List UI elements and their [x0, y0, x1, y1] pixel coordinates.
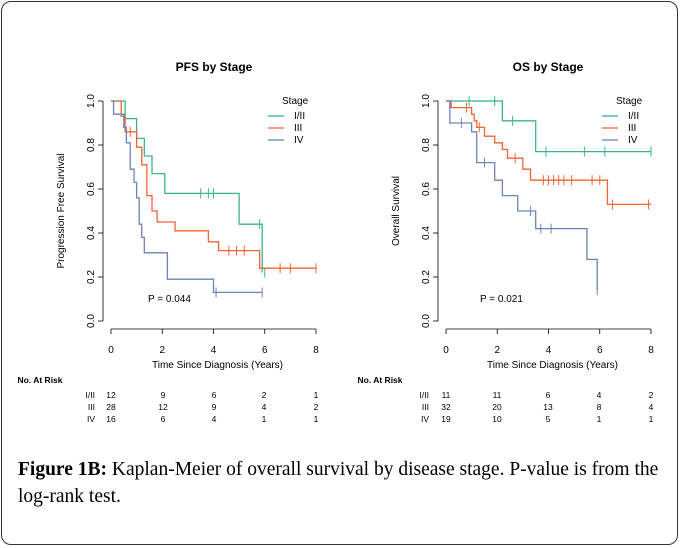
panel1-x-axis-label: Time Since Diagnosis (Years)	[152, 360, 283, 371]
panel2-legend-title: Stage	[616, 96, 643, 107]
panel1-legend-label: I/II	[294, 111, 305, 122]
panel1-y-tick-label: 0.8	[86, 138, 97, 152]
panel1-legend-title: Stage	[282, 96, 309, 107]
panel1-at-risk-value: 4	[262, 402, 267, 412]
panel1-at-risk-header: No. At Risk	[17, 375, 62, 385]
caption-text: Kaplan-Meier of overall survival by dise…	[18, 459, 659, 507]
panel2-x-tick-label: 4	[546, 345, 552, 356]
panel2-legend-label: IV	[628, 135, 638, 146]
panel1-survival-curve-III	[111, 100, 263, 273]
panel1-at-risk-value: 9	[212, 402, 217, 412]
panel2-y-tick-label: 0.4	[421, 226, 432, 240]
panel2-at-risk-value: 2	[649, 390, 654, 400]
panel1-legend-label: III	[294, 123, 302, 134]
panel2-survival-curve-III	[446, 100, 651, 153]
panel1-y-tick-label: 0.2	[86, 270, 97, 284]
panel1-y-tick-label: 1.0	[86, 94, 97, 108]
panel2-at-risk-value: 6	[546, 390, 551, 400]
panel1-at-risk-row-label: IV	[87, 414, 95, 424]
panel1-at-risk-value: 16	[106, 414, 116, 424]
panel1-x-tick-label: 6	[262, 345, 268, 356]
panel2-x-tick-label: 6	[597, 345, 603, 356]
panel1-at-risk-value: 1	[262, 414, 267, 424]
panel2-x-tick-label: 2	[494, 345, 500, 356]
panel2-at-risk-row-label: I/II	[420, 390, 429, 400]
panel1-x-tick-label: 0	[108, 345, 114, 356]
panel2-survival-curve-IV	[446, 100, 598, 291]
panel1-at-risk-row-label: I/II	[86, 390, 95, 400]
panel1-x-tick-label: 4	[211, 345, 217, 356]
panel2-at-risk-value: 20	[492, 402, 502, 412]
panel2-at-risk-value: 4	[649, 402, 654, 412]
panel1-at-risk-value: 1	[314, 414, 319, 424]
panel2-at-risk-header: No. At Risk	[357, 375, 402, 385]
figure-caption: Figure 1B: Kaplan-Meier of overall survi…	[18, 456, 668, 510]
panel2-at-risk-value: 1	[597, 414, 602, 424]
panel2-y-tick-label: 0.0	[421, 314, 432, 328]
panel2-at-risk-value: 11	[442, 390, 451, 400]
panel2-legend-label: III	[628, 123, 636, 134]
panel2-survival-curve-III	[446, 100, 651, 206]
caption-label: Figure 1B:	[18, 459, 108, 480]
panel1-x-tick-label: 8	[313, 345, 319, 356]
panel1-p-value-annotation: P = 0.044	[148, 294, 191, 305]
panel2-x-tick-label: 0	[443, 345, 449, 356]
panel1-at-risk-value: 1	[314, 390, 319, 400]
panel1-y-tick-label: 0.4	[86, 226, 97, 240]
panel2-y-tick-label: 0.8	[421, 138, 432, 152]
panel2-x-tick-label: 8	[648, 345, 654, 356]
panel2-at-risk-value: 10	[492, 414, 502, 424]
panel2-y-axis-label: Overall Survival	[391, 176, 402, 246]
panel2-y-tick-label: 0.6	[421, 182, 432, 196]
panel1-chart-title: PFS by Stage	[176, 60, 253, 74]
panel1-x-tick-label: 2	[159, 345, 165, 356]
panel2-at-risk-value: 4	[597, 390, 602, 400]
panel1-at-risk-value: 12	[158, 402, 168, 412]
panel2-legend-label: I/II	[628, 111, 639, 122]
panel1-at-risk-value: 12	[106, 390, 116, 400]
panel2-at-risk-value: 5	[546, 414, 551, 424]
panel1-at-risk-row-label: III	[88, 402, 95, 412]
panel2-p-value-annotation: P = 0.021	[480, 294, 523, 305]
panel2-at-risk-value: 8	[597, 402, 602, 412]
panel1-legend-label: IV	[294, 135, 304, 146]
panel2-at-risk-value: 11	[493, 390, 502, 400]
panel1-survival-curve-III	[111, 100, 316, 269]
panel2-at-risk-value: 1	[649, 414, 654, 424]
panel2-y-tick-label: 0.2	[421, 270, 432, 284]
panel1-at-risk-value: 6	[161, 414, 166, 424]
panel1-at-risk-value: 2	[314, 402, 319, 412]
panel2-x-axis-label: Time Since Diagnosis (Years)	[487, 360, 618, 371]
panel2-y-tick-label: 1.0	[421, 94, 432, 108]
panel2-at-risk-value: 32	[441, 402, 451, 412]
panel2-chart-title: OS by Stage	[513, 60, 584, 74]
panel2-at-risk-row-label: III	[422, 402, 429, 412]
panel2-at-risk-value: 13	[543, 402, 553, 412]
panel1-at-risk-value: 4	[212, 414, 217, 424]
panel1-at-risk-value: 28	[106, 402, 116, 412]
panel1-at-risk-value: 6	[212, 390, 217, 400]
panel1-at-risk-value: 2	[262, 390, 267, 400]
panel2-at-risk-row-label: IV	[421, 414, 429, 424]
panel1-y-tick-label: 0.6	[86, 182, 97, 196]
panel1-at-risk-value: 9	[161, 390, 166, 400]
panel1-y-tick-label: 0.0	[86, 314, 97, 328]
panel2-at-risk-value: 19	[441, 414, 451, 424]
panel1-y-axis-label: Progression Free Survival	[56, 153, 67, 268]
panel1-survival-curve-IV	[111, 100, 263, 294]
km-figure: PFS by Stage 0.0 0.2 0.4 0.6 0.8 1.0 Progressio…	[17, 60, 654, 424]
